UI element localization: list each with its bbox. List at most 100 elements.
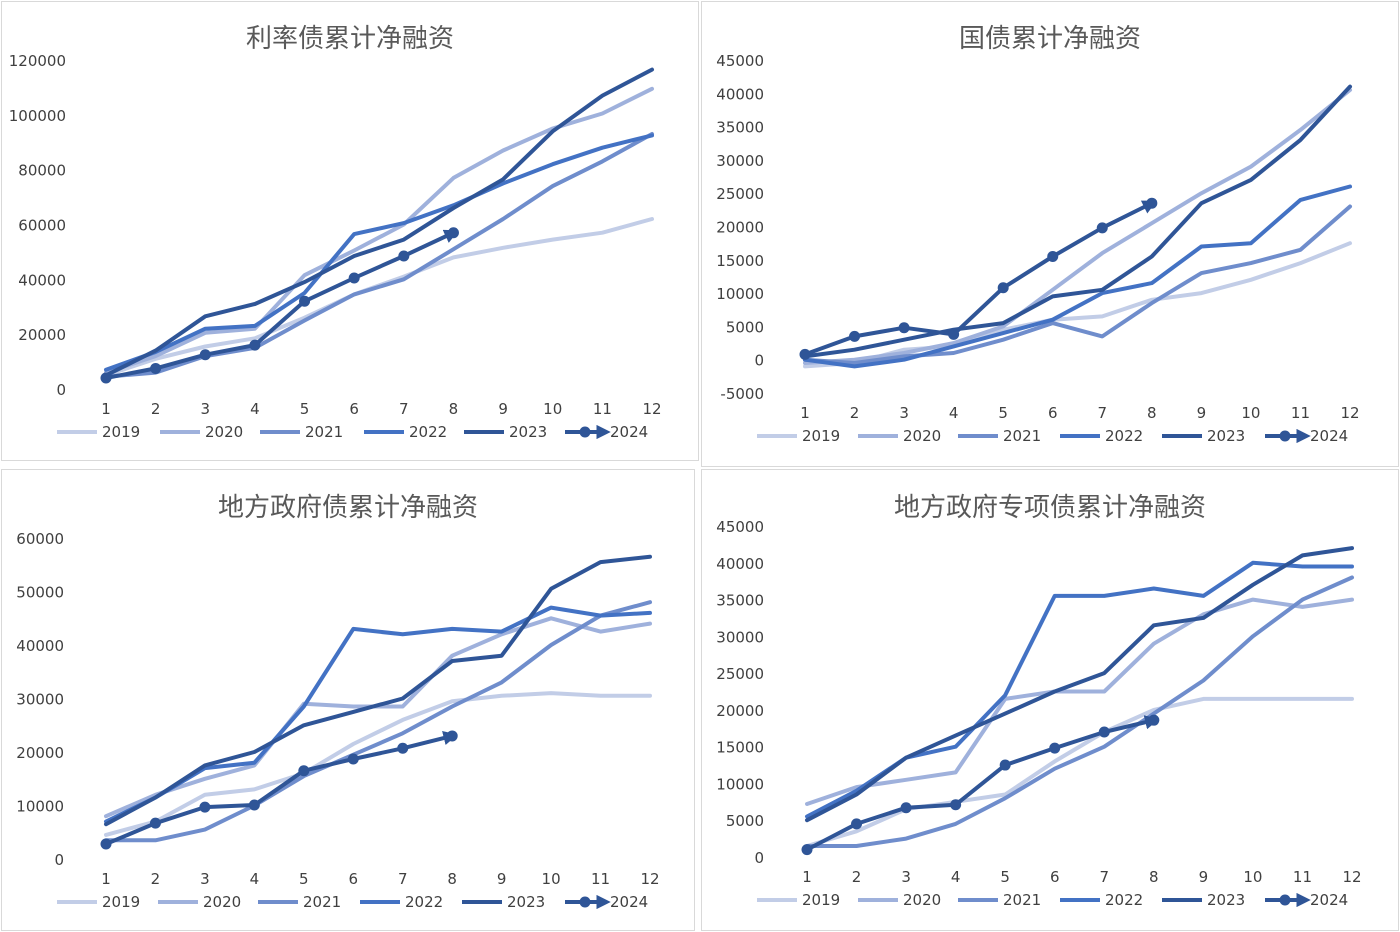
- legend-marker-2024: [579, 426, 591, 438]
- y-tick-label: 35000: [716, 119, 764, 137]
- data-point-2024: [397, 742, 409, 754]
- legend-label-2021: 2021: [1003, 891, 1041, 909]
- data-point-2024: [849, 330, 861, 342]
- data-point-2024: [149, 817, 161, 829]
- series-line-2020: [104, 616, 652, 819]
- legend-label-2024: 2024: [1310, 891, 1348, 909]
- y-tick-label: 0: [56, 381, 66, 399]
- y-tick-label: 50000: [16, 584, 64, 602]
- y-tick-label: 10000: [716, 775, 764, 793]
- chart-title: 地方政府债累计净融资: [217, 493, 478, 523]
- y-tick-label: 0: [54, 851, 64, 869]
- data-point-2024: [851, 818, 863, 830]
- data-point-2024: [948, 328, 960, 340]
- x-tick-label: 3: [200, 870, 210, 888]
- legend-label-2020: 2020: [903, 891, 941, 909]
- x-tick-label: 10: [1243, 868, 1262, 886]
- x-tick-label: 11: [1293, 868, 1312, 886]
- x-tick-label: 3: [899, 404, 909, 422]
- legend-marker-2024: [1279, 894, 1291, 906]
- x-tick-label: 5: [300, 400, 310, 418]
- y-tick-label: 5000: [726, 318, 764, 336]
- legend-label-2022: 2022: [1105, 891, 1143, 909]
- data-point-2024: [249, 339, 261, 351]
- x-tick-label: 5: [998, 404, 1008, 422]
- legend-label-2019: 2019: [802, 891, 840, 909]
- x-tick-label: 6: [1048, 404, 1058, 422]
- x-tick-label: 5: [1000, 868, 1010, 886]
- y-tick-label: 20000: [16, 744, 64, 762]
- series-line-2021: [805, 575, 1354, 848]
- series-line-2022: [803, 184, 1352, 369]
- x-tick-label: 7: [399, 400, 409, 418]
- series-line-2023: [104, 67, 654, 378]
- x-tick-label: 3: [200, 400, 210, 418]
- y-tick-label: 0: [754, 352, 764, 370]
- data-point-2024: [100, 372, 112, 384]
- data-point-2024: [997, 282, 1009, 294]
- chart-treasury-bonds: -5000 0 5000 10000 15000 20000 25000 30000 35000…: [716, 52, 1359, 445]
- data-point-2024: [447, 227, 459, 239]
- y-tick-label: 40000: [716, 555, 764, 573]
- x-tick-label: 4: [250, 870, 260, 888]
- x-tick-label: 5: [299, 870, 309, 888]
- data-point-2024: [446, 730, 458, 742]
- x-tick-label: 3: [901, 868, 911, 886]
- legend-label-2021: 2021: [305, 423, 343, 441]
- series-line-2019: [104, 217, 654, 378]
- y-tick-label: 60000: [18, 217, 66, 235]
- x-tick-label: 7: [1097, 404, 1107, 422]
- data-point-2024: [801, 844, 813, 856]
- data-point-2024: [1049, 742, 1061, 754]
- legend-label-2019: 2019: [102, 893, 140, 911]
- data-point-2024: [1096, 222, 1108, 234]
- y-tick-label: 80000: [18, 162, 66, 180]
- series-line-2020: [803, 88, 1352, 365]
- x-tick-label: 1: [802, 868, 812, 886]
- x-tick-label: 9: [498, 400, 508, 418]
- data-point-2024: [199, 801, 211, 813]
- data-point-2024: [398, 250, 410, 262]
- data-point-2024: [199, 349, 211, 361]
- series-line-2021: [803, 204, 1352, 365]
- y-tick-label: 20000: [716, 702, 764, 720]
- y-tick-label: 10000: [716, 285, 764, 303]
- data-point-2024: [150, 362, 162, 374]
- x-tick-label: 7: [1099, 868, 1109, 886]
- y-tick-label: 45000: [716, 518, 764, 536]
- y-tick-label: 10000: [16, 798, 64, 816]
- y-tick-label: 0: [754, 849, 764, 867]
- legend-label-2019: 2019: [102, 423, 140, 441]
- x-tick-label: 8: [447, 870, 457, 888]
- data-point-2024: [100, 838, 112, 850]
- y-tick-label: 35000: [716, 592, 764, 610]
- x-tick-label: 6: [1050, 868, 1060, 886]
- x-tick-label: 8: [449, 400, 459, 418]
- y-tick-label: 25000: [716, 665, 764, 683]
- series-line-2024: [104, 731, 458, 846]
- x-tick-label: 2: [850, 404, 860, 422]
- legend-label-2024: 2024: [1310, 427, 1348, 445]
- y-tick-label: 40000: [18, 271, 66, 289]
- x-tick-label: 11: [591, 870, 610, 888]
- y-tick-label: 20000: [716, 219, 764, 237]
- x-tick-label: 10: [1241, 404, 1260, 422]
- data-point-2024: [950, 799, 962, 811]
- legend-label-2022: 2022: [1105, 427, 1143, 445]
- y-tick-label: 30000: [716, 152, 764, 170]
- x-tick-label: 10: [543, 400, 562, 418]
- x-tick-label: 7: [398, 870, 408, 888]
- x-tick-label: 12: [1340, 404, 1359, 422]
- legend-label-2020: 2020: [903, 427, 941, 445]
- x-tick-label: 12: [642, 400, 661, 418]
- chart-title: 国债累计净融资: [958, 24, 1141, 54]
- x-tick-label: 2: [151, 870, 161, 888]
- data-point-2024: [1148, 714, 1160, 726]
- series-line-2022: [104, 605, 652, 824]
- x-tick-label: 2: [151, 400, 161, 418]
- y-tick-label: 15000: [716, 739, 764, 757]
- data-point-2024: [348, 272, 360, 284]
- y-tick-label: 40000: [16, 637, 64, 655]
- series-line-2022: [104, 133, 654, 372]
- x-tick-label: 11: [1291, 404, 1310, 422]
